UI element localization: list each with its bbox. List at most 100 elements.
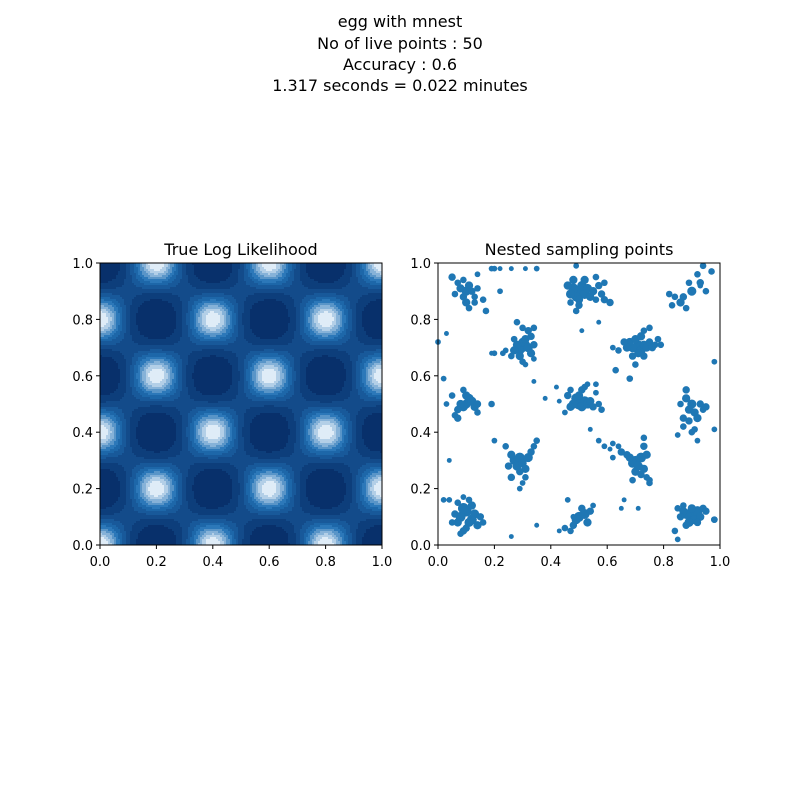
heatmap-cell	[150, 307, 153, 310]
heatmap-cell	[298, 279, 301, 282]
heatmap-cell	[286, 293, 289, 296]
heatmap-cell	[146, 285, 149, 288]
heatmap-cell	[106, 277, 109, 280]
heatmap-cell	[164, 275, 167, 278]
heatmap-cell	[242, 277, 245, 280]
heatmap-cell	[316, 285, 319, 288]
heatmap-cell	[202, 315, 205, 318]
heatmap-cell	[146, 313, 149, 316]
heatmap-cell	[224, 295, 227, 298]
heatmap-cell	[272, 307, 275, 310]
heatmap-cell	[130, 265, 133, 268]
heatmap-cell	[306, 289, 309, 292]
heatmap-cell	[152, 289, 155, 292]
heatmap-cell	[122, 279, 125, 282]
heatmap-cell	[210, 317, 213, 320]
heatmap-cell	[168, 309, 171, 312]
heatmap-cell	[160, 297, 163, 300]
heatmap-cell	[158, 293, 161, 296]
heatmap-cell	[374, 321, 377, 324]
heatmap-cell	[138, 323, 141, 326]
heatmap-cell	[334, 275, 337, 278]
heatmap-cell	[166, 281, 169, 284]
heatmap-cell	[188, 293, 191, 296]
heatmap-cell	[238, 317, 241, 320]
heatmap-cell	[138, 333, 141, 336]
heatmap-cell	[156, 315, 159, 318]
heatmap-cell	[190, 317, 193, 320]
heatmap-cell	[216, 327, 219, 330]
heatmap-cell	[170, 279, 173, 282]
heatmap-cell	[220, 325, 223, 328]
heatmap-cell	[238, 321, 241, 324]
heatmap-cell	[204, 273, 207, 276]
heatmap-cell	[118, 301, 121, 304]
heatmap-cell	[134, 283, 137, 286]
heatmap-cell	[282, 263, 285, 266]
heatmap-cell	[192, 275, 195, 278]
heatmap-cell	[378, 283, 381, 286]
heatmap-cell	[282, 269, 285, 272]
heatmap-cell	[248, 327, 251, 330]
heatmap-cell	[236, 329, 239, 332]
heatmap-cell	[232, 325, 235, 328]
heatmap-cell	[254, 317, 257, 320]
heatmap-cell	[270, 329, 273, 332]
heatmap-cell	[334, 267, 337, 270]
heatmap-cell	[112, 285, 115, 288]
heatmap-cell	[200, 297, 203, 300]
heatmap-cell	[216, 265, 219, 268]
heatmap-cell	[354, 315, 357, 318]
heatmap-cell	[324, 319, 327, 322]
heatmap-cell	[104, 265, 107, 268]
heatmap-cell	[118, 263, 121, 266]
heatmap-cell	[288, 297, 291, 300]
heatmap-cell	[230, 287, 233, 290]
heatmap-cell	[310, 301, 313, 304]
heatmap-cell	[378, 269, 381, 272]
heatmap-cell	[226, 305, 229, 308]
heatmap-cell	[374, 267, 377, 270]
heatmap-cell	[362, 287, 365, 290]
heatmap-cell	[346, 305, 349, 308]
heatmap-cell	[100, 297, 103, 300]
heatmap-cell	[300, 303, 303, 306]
heatmap-cell	[106, 281, 109, 284]
heatmap-cell	[362, 313, 365, 316]
heatmap-cell	[352, 317, 355, 320]
heatmap-cell	[312, 305, 315, 308]
heatmap-cell	[186, 313, 189, 316]
heatmap-cell	[240, 321, 243, 324]
heatmap-cell	[290, 323, 293, 326]
heatmap-cell	[140, 333, 143, 336]
heatmap-cell	[250, 283, 253, 286]
heatmap-cell	[152, 323, 155, 326]
heatmap-cell	[184, 263, 187, 266]
heatmap-cell	[356, 311, 359, 314]
heatmap-cell	[144, 289, 147, 292]
heatmap-cell	[146, 311, 149, 314]
heatmap-cell	[338, 331, 341, 334]
heatmap-cell	[214, 315, 217, 318]
heatmap-cell	[378, 319, 381, 322]
heatmap-cell	[208, 331, 211, 334]
heatmap-cell	[108, 281, 111, 284]
heatmap-cell	[272, 269, 275, 272]
heatmap-cell	[364, 273, 367, 276]
heatmap-cell	[198, 321, 201, 324]
heatmap-cell	[156, 283, 159, 286]
heatmap-cell	[212, 293, 215, 296]
heatmap-cell	[132, 309, 135, 312]
heatmap-cell	[112, 273, 115, 276]
heatmap-cell	[200, 273, 203, 276]
heatmap-cell	[310, 279, 313, 282]
heatmap-cell	[212, 319, 215, 322]
heatmap-cell	[252, 291, 255, 294]
heatmap-cell	[282, 285, 285, 288]
heatmap-cell	[306, 265, 309, 268]
heatmap-cell	[372, 293, 375, 296]
heatmap-cell	[234, 283, 237, 286]
heatmap-cell	[128, 267, 131, 270]
heatmap-cell	[302, 299, 305, 302]
heatmap-cell	[226, 263, 229, 266]
